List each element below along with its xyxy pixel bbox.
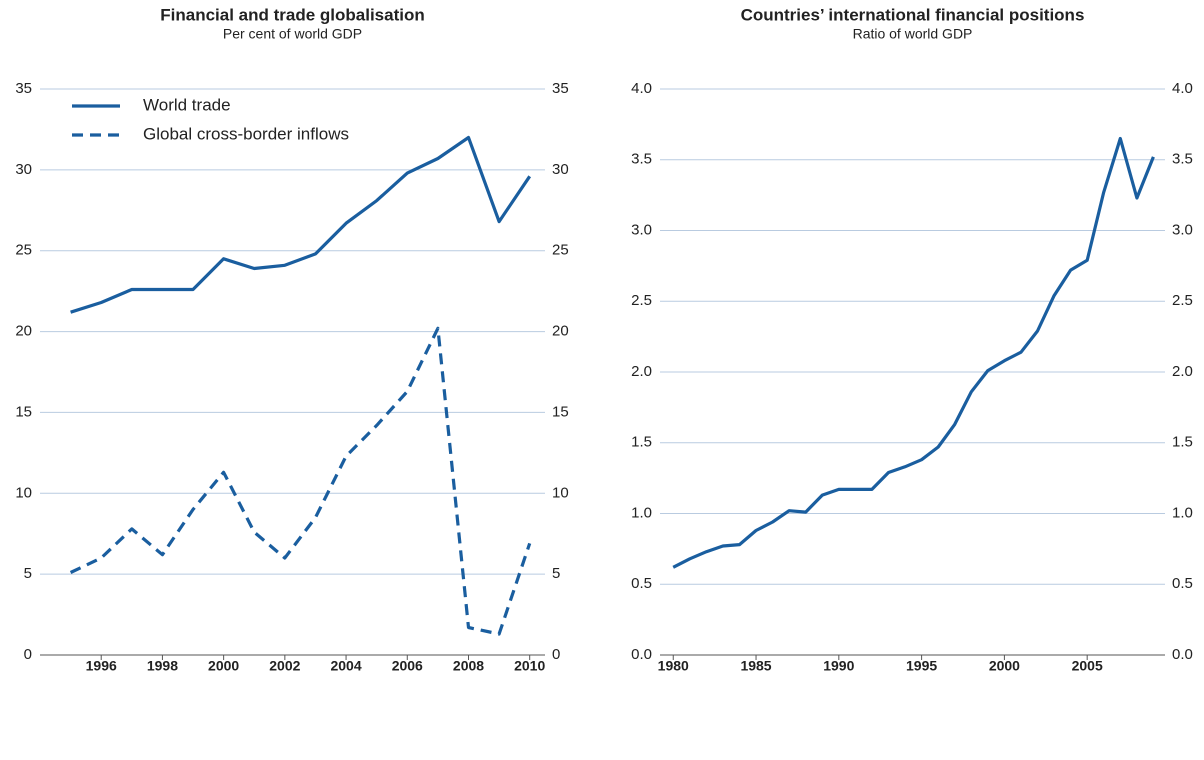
x-tick-label: 2000: [208, 658, 239, 674]
y2-tick-label: 1.0: [1172, 504, 1193, 521]
y2-tick-label: 30: [552, 161, 569, 178]
y-tick-label: 15: [15, 403, 32, 420]
x-tick-label: 1990: [823, 658, 854, 674]
x-tick-label: 1985: [740, 658, 771, 674]
x-tick-label: 1980: [658, 658, 689, 674]
y2-tick-label: 0: [552, 646, 560, 663]
y-tick-label: 25: [15, 242, 32, 259]
x-tick-label: 1998: [147, 658, 178, 674]
y2-tick-label: 3.5: [1172, 151, 1193, 168]
y-tick-label: 10: [15, 484, 32, 501]
x-tick-label: 2005: [1072, 658, 1103, 674]
legend-label: World trade: [143, 95, 231, 114]
chart-subtitle: Ratio of world GDP: [853, 26, 973, 42]
y-tick-label: 3.0: [631, 221, 652, 238]
x-tick-label: 2006: [392, 658, 423, 674]
y2-tick-label: 20: [552, 323, 569, 340]
x-tick-label: 2010: [514, 658, 545, 674]
x-tick-label: 2004: [330, 658, 361, 674]
y2-tick-label: 10: [552, 484, 569, 501]
y2-tick-label: 3.0: [1172, 221, 1193, 238]
y-tick-label: 20: [15, 323, 32, 340]
y-tick-label: 4.0: [631, 80, 652, 97]
y2-tick-label: 5: [552, 565, 560, 582]
x-tick-label: 1995: [906, 658, 937, 674]
y-tick-label: 35: [15, 80, 32, 97]
y-tick-label: 0: [24, 646, 32, 663]
y-tick-label: 2.0: [631, 363, 652, 380]
chart-subtitle: Per cent of world GDP: [223, 26, 362, 42]
y2-tick-label: 2.0: [1172, 363, 1193, 380]
data-line: [70, 135, 532, 314]
y-tick-label: 3.5: [631, 151, 652, 168]
y-tick-label: 0.5: [631, 575, 652, 592]
y2-tick-label: 1.5: [1172, 434, 1193, 451]
y2-tick-label: 35: [552, 80, 569, 97]
y2-tick-label: 2.5: [1172, 292, 1193, 309]
data-line: [672, 136, 1155, 569]
y-tick-label: 1.5: [631, 434, 652, 451]
y-tick-label: 2.5: [631, 292, 652, 309]
y-tick-label: 1.0: [631, 504, 652, 521]
x-tick-label: 2008: [453, 658, 484, 674]
legend-label: Global cross-border inflows: [143, 124, 349, 143]
y-tick-label: 0.0: [631, 646, 652, 663]
x-tick-label: 2000: [989, 658, 1020, 674]
chart-title: Financial and trade globalisation: [160, 5, 425, 24]
y2-tick-label: 4.0: [1172, 80, 1193, 97]
data-line: [69, 326, 532, 636]
y2-tick-label: 15: [552, 403, 569, 420]
chart-title: Countries’ international financial posit…: [741, 5, 1085, 24]
y2-tick-label: 0.0: [1172, 646, 1193, 663]
y2-tick-label: 0.5: [1172, 575, 1193, 592]
x-tick-label: 2002: [269, 658, 300, 674]
y2-tick-label: 25: [552, 242, 569, 259]
x-tick-label: 1996: [86, 658, 117, 674]
y-tick-label: 5: [24, 565, 32, 582]
y-tick-label: 30: [15, 161, 32, 178]
